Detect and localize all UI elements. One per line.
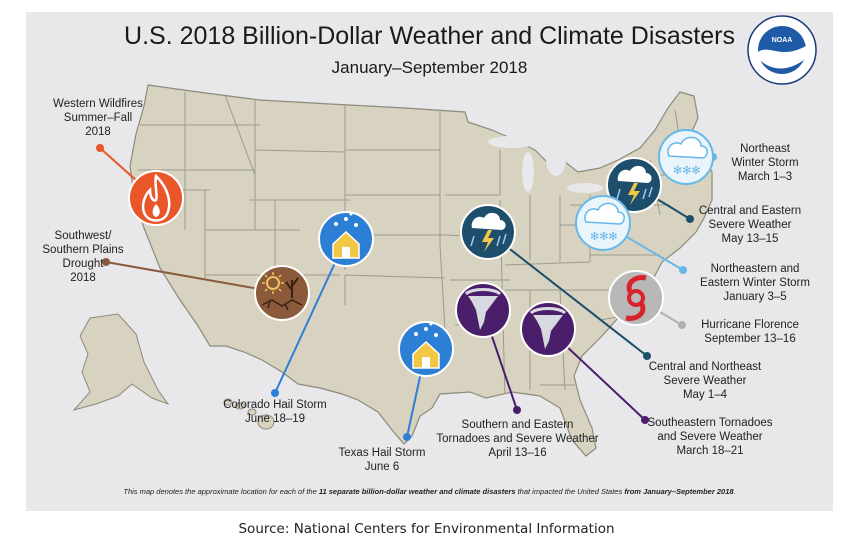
label-southern-eastern-tornadoes: Southern and Eastern Tornadoes and Severe…	[436, 419, 599, 459]
label-northeast-winter-storm: Northeast Winter Storm March 1–3	[731, 143, 799, 183]
lake-michigan	[522, 152, 534, 192]
label-texas-hail-storm: Texas Hail Storm June 6	[338, 447, 426, 473]
map-subtitle: January–September 2018	[331, 58, 528, 77]
leader-dot	[102, 258, 110, 266]
wildfire-icon[interactable]	[128, 170, 184, 226]
leader-dot	[96, 144, 104, 152]
label-colorado-hail-storm: Colorado Hail Storm June 18–19	[223, 399, 327, 425]
leader-dot	[643, 352, 651, 360]
leader-dot	[513, 406, 521, 414]
alaska	[72, 313, 170, 411]
label-hurricane-florence: Hurricane Florence September 13–16	[701, 319, 799, 345]
leader-dot	[403, 433, 411, 441]
leader-dot	[679, 266, 687, 274]
lake-huron	[546, 144, 566, 176]
map-title: U.S. 2018 Billion-Dollar Weather and Cli…	[124, 22, 735, 50]
noaa-logo: NOAA	[747, 15, 817, 85]
label-ne-e-winter-storm: Northeastern and Eastern Winter Storm Janu…	[700, 263, 810, 303]
label-central-eastern-severe: Central and Eastern Severe Weather May 13–…	[698, 205, 802, 245]
severe-storm-icon[interactable]	[460, 204, 516, 260]
map-footnote: This map denotes the approximate locatio…	[123, 487, 736, 496]
winter-storm-icon[interactable]: ✻✻✻	[658, 129, 714, 185]
tornado-icon[interactable]	[455, 282, 511, 338]
svg-text:✻✻✻: ✻✻✻	[673, 164, 701, 177]
label-drought: Southwest/Southern Plains Drought 2018	[42, 230, 124, 284]
label-central-northeast-severe: Central and Northeast Severe Weather May 1…	[648, 361, 762, 401]
leader-colorado-hail	[274, 238, 347, 394]
winter-storm-icon[interactable]: ✻✻✻	[575, 195, 631, 251]
svg-text:NOAA: NOAA	[772, 37, 793, 44]
source-caption: Source: National Centers for Environment…	[238, 521, 615, 537]
leader-dot	[678, 321, 686, 329]
label-western-wildfires: Western Wildfires Summer–Fall 2018	[53, 98, 143, 138]
severe-storm-icon[interactable]	[606, 157, 662, 213]
hail-icon[interactable]	[398, 321, 454, 377]
leader-dot	[641, 416, 649, 424]
drought-icon[interactable]	[254, 265, 310, 321]
leader-dot	[271, 389, 279, 397]
hurricane-icon[interactable]	[608, 270, 664, 326]
label-southeastern-tornadoes: Southeastern Tornadoes and Severe Weather…	[647, 417, 773, 457]
svg-text:✻✻✻: ✻✻✻	[590, 230, 618, 243]
hawaii	[223, 398, 275, 430]
lake-erie	[567, 183, 603, 193]
leader-central-northeast-severe	[487, 231, 648, 357]
leader-dot	[686, 215, 694, 223]
leader-drought	[105, 261, 283, 294]
tornado-icon[interactable]	[520, 301, 576, 357]
hail-icon[interactable]	[318, 211, 374, 267]
lake-superior	[488, 136, 536, 148]
